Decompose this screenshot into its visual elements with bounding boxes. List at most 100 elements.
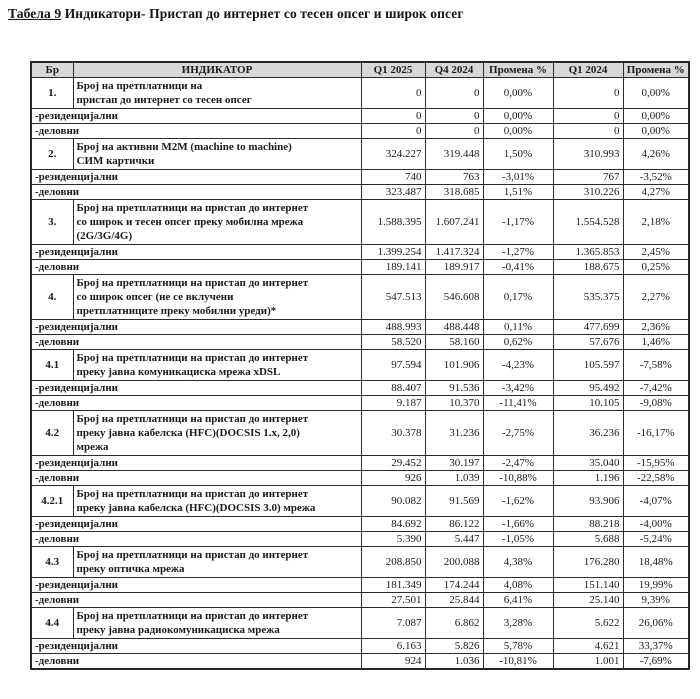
row-number-cell: 4.1 [30,349,74,381]
change-percent-cell: -4,07% [622,485,690,517]
change-percent-cell: 0,17% [482,274,554,320]
change-percent-cell: -3,01% [482,169,554,185]
q1-2025-value-cell: 27.501 [360,592,426,608]
q1-2024-value-cell: 35.040 [552,455,624,471]
header-br: Бр [30,61,74,78]
change-percent-cell: -15,95% [622,455,690,471]
q1-2025-value-cell: 90.082 [360,485,426,517]
change-percent-cell: -1,27% [482,244,554,260]
q1-2025-value-cell: 9.187 [360,395,426,411]
sub-indicator-label-cell: -резиденцијални [30,108,362,124]
change-percent-cell: 0,62% [482,334,554,350]
q1-2024-value-cell: 176.280 [552,546,624,578]
q1-2024-value-cell: 0 [552,123,624,139]
table-row: 2. Број на активни М2М (machine to machin… [30,138,690,170]
document-page: Табела 9 Индикатори- Пристап до интернет… [0,6,700,699]
sub-indicator-label-cell: -резиденцијални [30,577,362,593]
change-percent-cell: 0,25% [622,259,690,275]
q1-2025-value-cell: 29.452 [360,455,426,471]
q4-2024-value-cell: 174.244 [424,577,484,593]
table-row: 4.2 Број на претплатници на пристап до ин… [30,410,690,456]
table-row: 4.1 Број на претплатници на пристап до ин… [30,349,690,381]
q1-2024-value-cell: 105.597 [552,349,624,381]
indicator-label-cell: Број на претплатници на пристап до интер… [72,349,362,381]
change-percent-cell: -1,66% [482,516,554,532]
q1-2025-value-cell: 547.513 [360,274,426,320]
change-percent-cell: 33,37% [622,638,690,654]
q1-2024-value-cell: 5.688 [552,531,624,547]
q4-2024-value-cell: 58.160 [424,334,484,350]
change-percent-cell: 19,99% [622,577,690,593]
table-row: -резиденцијални 0 0 0,00% 0 0,00% [30,108,690,124]
change-percent-cell: 9,39% [622,592,690,608]
q1-2025-value-cell: 58.520 [360,334,426,350]
q4-2024-value-cell: 0 [424,108,484,124]
row-number-cell: 4. [30,274,74,320]
indicator-label-cell: Број на активни М2М (machine to machine)… [72,138,362,170]
header-indicator: ИНДИКАТОР [72,61,362,78]
change-percent-cell: -3,52% [622,169,690,185]
q1-2025-value-cell: 6.163 [360,638,426,654]
q1-2025-value-cell: 84.692 [360,516,426,532]
change-percent-cell: -3,42% [482,380,554,396]
table-row: -резиденцијални 1.399.254 1.417.324 -1,27% 1… [30,244,690,260]
q4-2024-value-cell: 91.536 [424,380,484,396]
q1-2025-value-cell: 926 [360,470,426,486]
sub-indicator-label-cell: -резиденцијални [30,638,362,654]
change-percent-cell: 1,46% [622,334,690,350]
row-number-cell: 4.2.1 [30,485,74,517]
q1-2025-value-cell: 181.349 [360,577,426,593]
sub-indicator-label-cell: -резиденцијални [30,455,362,471]
q4-2024-value-cell: 86.122 [424,516,484,532]
row-number-cell: 3. [30,199,74,245]
header-q1-2025: Q1 2025 [360,61,426,78]
q1-2025-value-cell: 0 [360,123,426,139]
q4-2024-value-cell: 0 [424,77,484,109]
q4-2024-value-cell: 1.036 [424,653,484,670]
q1-2025-value-cell: 1.399.254 [360,244,426,260]
row-number-cell: 4.2 [30,410,74,456]
indicator-label-cell: Број на претплатници на пристап до интер… [72,77,362,109]
change-percent-cell: -10,88% [482,470,554,486]
q4-2024-value-cell: 0 [424,123,484,139]
table-row: 4.4 Број на претплатници на пристап до ин… [30,607,690,639]
table-row: -резиденцијални 29.452 30.197 -2,47% 35.040-… [30,455,690,471]
q4-2024-value-cell: 200.088 [424,546,484,578]
change-percent-cell: -2,47% [482,455,554,471]
q1-2024-value-cell: 10.105 [552,395,624,411]
sub-indicator-label-cell: -резиденцијални [30,516,362,532]
q4-2024-value-cell: 91.569 [424,485,484,517]
table-body: 1. Број на претплатници на пристап до инт… [30,77,690,670]
q4-2024-value-cell: 763 [424,169,484,185]
change-percent-cell: 0,00% [482,77,554,109]
change-percent-cell: -7,42% [622,380,690,396]
q1-2024-value-cell: 88.218 [552,516,624,532]
table-row: 4.3 Број на претплатници на пристап до ин… [30,546,690,578]
q1-2025-value-cell: 189.141 [360,259,426,275]
table-row: -деловни 189.141 189.917 -0,41% 188.675 0,25% [30,259,690,275]
header-change-2: Промена % [622,61,690,78]
row-number-cell: 2. [30,138,74,170]
q4-2024-value-cell: 488.448 [424,319,484,335]
q1-2025-value-cell: 208.850 [360,546,426,578]
q4-2024-value-cell: 1.039 [424,470,484,486]
change-percent-cell: -0,41% [482,259,554,275]
sub-indicator-label-cell: -резиденцијални [30,169,362,185]
q1-2024-value-cell: 0 [552,108,624,124]
table-row: 3. Број на претплатници на пристап до инт… [30,199,690,245]
table-row: -деловни 5.390 5.447 -1,05% 5.688 -5,24% [30,531,690,547]
sub-indicator-label-cell: -деловни [30,470,362,486]
page-title: Табела 9 Индикатори- Пристап до интернет… [8,6,700,22]
change-percent-cell: -9,08% [622,395,690,411]
q1-2025-value-cell: 0 [360,77,426,109]
indicator-label-cell: Број на претплатници на пристап до интер… [72,274,362,320]
change-percent-cell: 18,48% [622,546,690,578]
table-row: 4.2.1 Број на претплатници на пристап до … [30,485,690,517]
table-row: 1. Број на претплатници на пристап до инт… [30,77,690,109]
q4-2024-value-cell: 318.685 [424,184,484,200]
table-row: -деловни 926 1.039 -10,88% 1.196 -22,58% [30,470,690,486]
sub-indicator-label-cell: -деловни [30,259,362,275]
header-change-1: Промена % [482,61,554,78]
q1-2025-value-cell: 97.594 [360,349,426,381]
change-percent-cell: 0,11% [482,319,554,335]
